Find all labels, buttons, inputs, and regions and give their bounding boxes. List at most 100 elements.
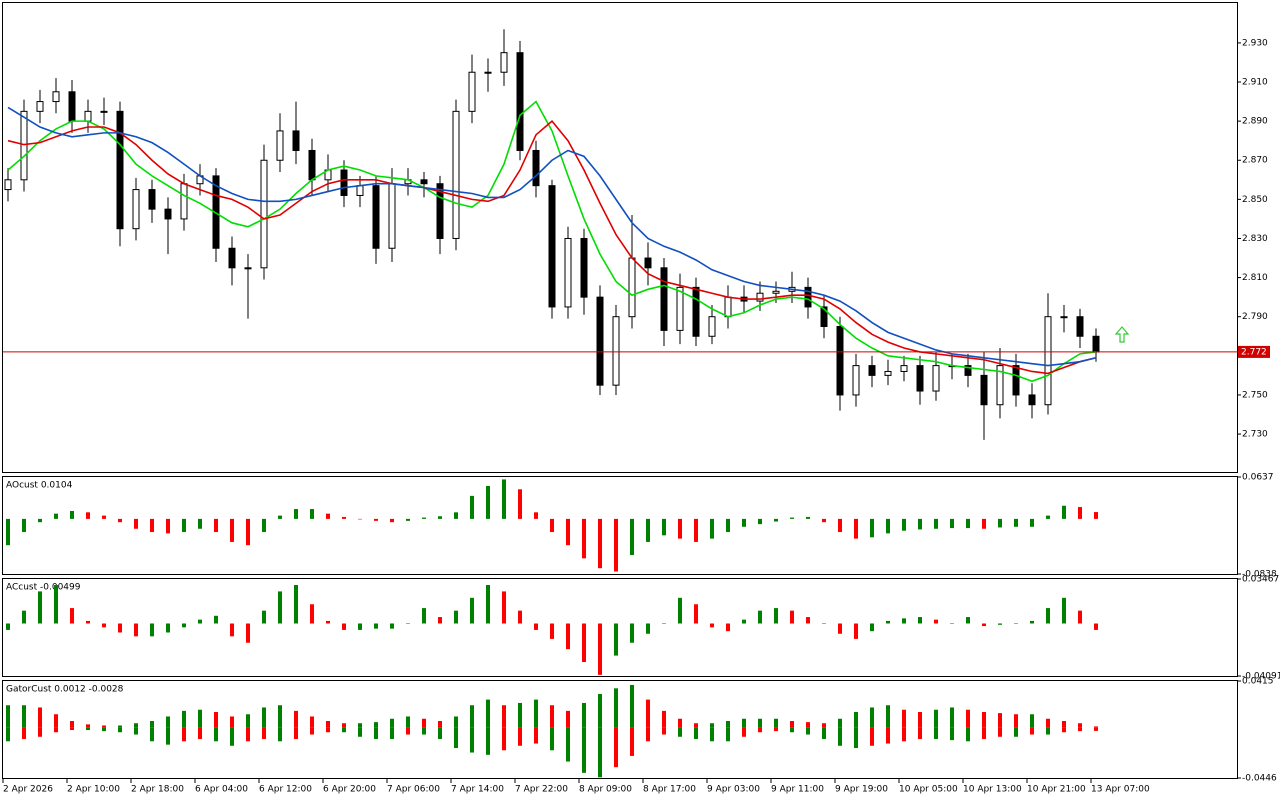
histogram-bar xyxy=(134,727,138,735)
histogram-bar xyxy=(6,727,10,742)
candle-body xyxy=(580,237,588,298)
histogram-bar xyxy=(310,509,314,519)
candle-body xyxy=(628,257,636,318)
histogram-bar xyxy=(1094,512,1098,519)
x-tick-label: 7 Apr 22:00 xyxy=(515,785,568,795)
histogram-bar xyxy=(790,720,794,728)
y-tick-label: 2.830 xyxy=(1242,234,1268,244)
x-tick-label: 7 Apr 14:00 xyxy=(451,785,504,795)
candle-body xyxy=(84,110,92,122)
histogram-bar xyxy=(886,518,890,534)
y-tick-label: 2.790 xyxy=(1242,312,1268,322)
histogram-bar xyxy=(134,623,138,637)
x-tick-label: 8 Apr 17:00 xyxy=(643,785,696,795)
histogram-bar xyxy=(758,727,762,733)
y-tick-label: 2.730 xyxy=(1242,430,1268,440)
candle-body xyxy=(916,365,924,392)
histogram-bar xyxy=(230,623,234,637)
histogram-bar xyxy=(246,518,250,546)
candle-body xyxy=(388,183,396,249)
histogram-bar xyxy=(742,727,746,737)
histogram-bar xyxy=(358,518,362,520)
histogram-bar xyxy=(166,518,170,534)
histogram-bar xyxy=(486,486,490,519)
x-tick-label: 6 Apr 04:00 xyxy=(195,785,248,795)
histogram-bar xyxy=(454,512,458,519)
histogram-bar xyxy=(214,727,218,742)
histogram-bar xyxy=(38,518,42,523)
candle-body xyxy=(596,296,604,386)
x-tick-label: 6 Apr 20:00 xyxy=(323,785,376,795)
histogram-bar xyxy=(982,623,986,627)
moving-average xyxy=(7,119,1097,375)
histogram-bar xyxy=(86,512,90,519)
histogram-bar xyxy=(22,610,26,624)
histogram-bar xyxy=(486,727,490,755)
histogram-bar xyxy=(822,727,826,740)
histogram-bar xyxy=(230,727,234,746)
histogram-bar xyxy=(870,623,874,632)
histogram-bar xyxy=(918,617,922,624)
histogram-bar xyxy=(214,711,218,728)
histogram-bar xyxy=(118,725,122,728)
candle-body xyxy=(884,370,892,376)
histogram-bar xyxy=(102,515,106,519)
histogram-bar xyxy=(70,727,74,731)
histogram-bar xyxy=(470,705,474,728)
candle-body xyxy=(724,296,732,318)
histogram-bar xyxy=(918,518,922,530)
histogram-bar xyxy=(182,727,186,742)
histogram-bar xyxy=(1046,727,1050,735)
histogram-bar xyxy=(406,727,410,735)
histogram-bar xyxy=(838,727,842,746)
histogram-bar xyxy=(678,727,682,737)
histogram-bar xyxy=(934,619,938,624)
candle-body xyxy=(340,169,348,196)
histogram-bar xyxy=(54,513,58,519)
histogram-bar xyxy=(582,518,586,559)
histogram-bar xyxy=(1014,714,1018,728)
histogram-bar xyxy=(86,620,90,624)
histogram-bar xyxy=(422,608,426,624)
histogram-bar xyxy=(774,518,778,522)
histogram-bar xyxy=(758,718,762,728)
candle-body xyxy=(756,292,764,302)
histogram-bar xyxy=(118,623,122,633)
candle-body xyxy=(1092,335,1100,353)
histogram-bar xyxy=(614,727,618,768)
histogram-bar xyxy=(406,716,410,728)
histogram-bar xyxy=(566,710,570,728)
histogram-bar xyxy=(22,727,26,740)
histogram-bar xyxy=(854,711,858,728)
candle-body xyxy=(612,316,620,386)
histogram-bar xyxy=(310,604,314,624)
histogram-bar xyxy=(1062,597,1066,624)
candle-body xyxy=(516,52,524,151)
histogram-bar xyxy=(726,623,730,632)
histogram-bar xyxy=(822,518,826,523)
histogram-bar xyxy=(38,591,42,624)
histogram-bar xyxy=(790,727,794,733)
candle-body xyxy=(52,91,60,103)
histogram-bar xyxy=(806,722,810,728)
candle-body xyxy=(532,149,540,187)
histogram-bar xyxy=(726,720,730,728)
histogram-bar xyxy=(710,727,714,742)
histogram-bar xyxy=(646,518,650,542)
histogram-bar xyxy=(230,716,234,728)
y-tick-label: 2.910 xyxy=(1242,78,1268,88)
candle-body xyxy=(692,286,700,337)
histogram-bar xyxy=(294,710,298,728)
y-tick-label: 2.750 xyxy=(1242,390,1268,400)
histogram-bar xyxy=(886,727,890,744)
histogram-bar xyxy=(790,517,794,519)
y-tick-label: -0.0446 xyxy=(1242,774,1277,784)
candle-body xyxy=(676,286,684,331)
histogram-bar xyxy=(182,710,186,728)
candle-body xyxy=(564,237,572,308)
histogram-bar xyxy=(550,705,554,728)
histogram-bar xyxy=(534,623,538,630)
histogram-bar xyxy=(646,727,650,742)
